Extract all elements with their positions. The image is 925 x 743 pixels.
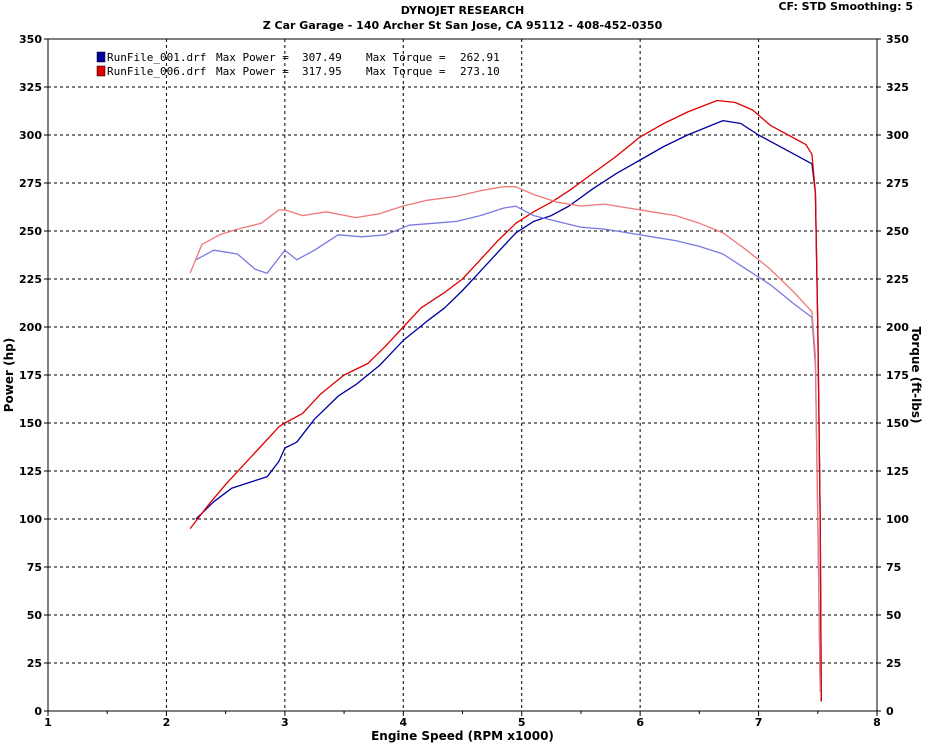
y-tick-label-left: 75 (27, 561, 42, 574)
y-tick-label-left: 0 (34, 705, 42, 718)
y-tick-label-right: 150 (886, 417, 909, 430)
y-axis-label-left: Power (hp) (2, 338, 16, 412)
y-tick-label-left: 150 (19, 417, 42, 430)
grid (48, 39, 877, 711)
y-tick-label-left: 50 (27, 609, 43, 622)
y-tick-label-right: 50 (886, 609, 902, 622)
x-tick-label: 6 (636, 716, 644, 729)
series-lines (189, 99, 822, 702)
y-tick-label-left: 225 (19, 273, 42, 286)
x-tick-label: 3 (281, 716, 289, 729)
x-tick-label: 7 (755, 716, 763, 729)
y-tick-label-right: 200 (886, 321, 909, 334)
legend-power-value: 307.49 (302, 51, 342, 64)
legend-power-value: 317.95 (302, 65, 342, 78)
y-tick-label-right: 125 (886, 465, 909, 478)
legend-torque-value: 262.91 (460, 51, 500, 64)
y-tick-label-left: 25 (27, 657, 42, 670)
y-tick-label-right: 25 (886, 657, 901, 670)
legend-swatch (96, 65, 106, 77)
legend-torque-value: 273.10 (460, 65, 500, 78)
series-power-runfile-006-drf (189, 99, 822, 702)
y-axis-label-right: Torque (ft-lbs) (909, 327, 923, 424)
legend: RunFile_001.drf Max Power = 307.49 Max Torq… (96, 51, 500, 78)
y-tick-label-right: 300 (886, 129, 909, 142)
y-tick-label-left: 275 (19, 177, 42, 190)
y-tick-label-right: 250 (886, 225, 909, 238)
y-tick-label-left: 175 (19, 369, 42, 382)
y-tick-label-left: 200 (19, 321, 42, 334)
y-tick-label-left: 350 (19, 33, 42, 46)
x-axis-label: Engine Speed (RPM x1000) (371, 729, 554, 743)
x-tick-label: 5 (518, 716, 526, 729)
x-tick-label: 1 (44, 716, 52, 729)
legend-torque-label: Max Torque = (366, 65, 446, 78)
y-tick-label-right: 225 (886, 273, 909, 286)
y-tick-label-right: 325 (886, 81, 909, 94)
legend-swatch (96, 51, 106, 63)
x-tick-label: 2 (163, 716, 171, 729)
y-tick-label-right: 75 (886, 561, 901, 574)
y-tick-label-right: 350 (886, 33, 909, 46)
y-tick-label-right: 275 (886, 177, 909, 190)
series-torque-runfile-006-drf (189, 185, 821, 692)
y-tick-label-right: 0 (886, 705, 894, 718)
chart-subtitle: Z Car Garage - 140 Archer St San Jose, C… (262, 19, 663, 32)
legend-power-label: Max Power = (216, 65, 289, 78)
y-tick-label-left: 325 (19, 81, 42, 94)
x-tick-label: 8 (873, 716, 881, 729)
y-tick-label-left: 300 (19, 129, 42, 142)
chart-title: DYNOJET RESEARCH (400, 4, 525, 17)
y-tick-label-left: 250 (19, 225, 42, 238)
series-torque-runfile-001-drf (195, 205, 821, 692)
y-tick-label-right: 100 (886, 513, 909, 526)
y-tick-label-left: 100 (19, 513, 42, 526)
x-tick-label: 4 (399, 716, 407, 729)
y-tick-label-right: 175 (886, 369, 909, 382)
series-power-runfile-001-drf (195, 119, 822, 702)
correction-settings: CF: STD Smoothing: 5 (778, 0, 913, 13)
legend-torque-label: Max Torque = (366, 51, 446, 64)
legend-power-label: Max Power = (216, 51, 289, 64)
y-tick-label-left: 125 (19, 465, 42, 478)
legend-file: RunFile_001.drf (107, 51, 206, 64)
legend-file: RunFile_006.drf (107, 65, 206, 78)
